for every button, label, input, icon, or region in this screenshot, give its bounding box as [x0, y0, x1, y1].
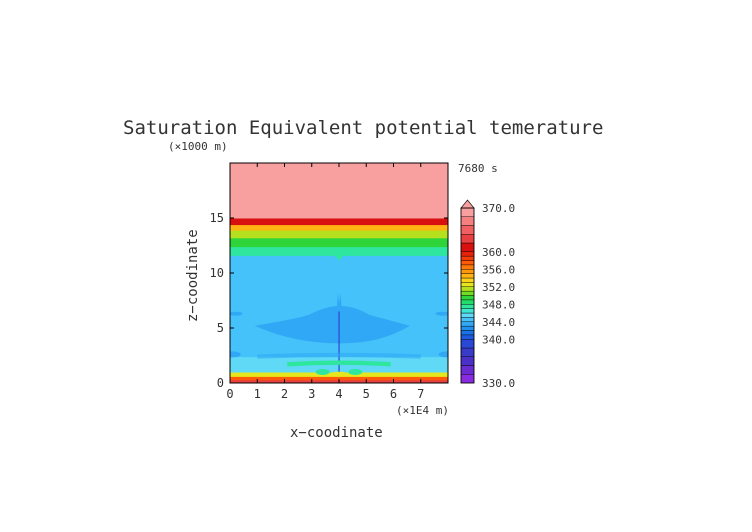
x-tick-label: 7 [417, 387, 424, 401]
colorbar-label: 348.0 [482, 298, 515, 311]
colorbar-swatch [460, 282, 475, 287]
central-plume [336, 292, 342, 309]
heatmap-field [230, 163, 448, 383]
left-blob-upper [230, 311, 243, 316]
colorbar-swatch [460, 356, 475, 366]
colorbar-swatch [460, 374, 475, 384]
y-tick-label: 0 [217, 376, 224, 390]
colorbar-label: 330.0 [482, 377, 515, 390]
colorbar-swatch [460, 260, 475, 266]
colorbar-swatch [460, 251, 475, 257]
y-tick-label: 15 [210, 211, 224, 225]
value-band [230, 218, 448, 226]
x-axis-label: x−coodinate [290, 425, 383, 441]
colorbar-label: 340.0 [482, 333, 515, 346]
right-blob-upper [435, 311, 448, 316]
colorbar-swatch [460, 325, 475, 331]
green-dip [319, 251, 359, 262]
value-band [230, 163, 448, 219]
colorbar-swatch [460, 365, 475, 375]
yellow-green-dip [311, 242, 367, 245]
y-tick-label: 5 [217, 321, 224, 335]
colorbar-swatch [460, 216, 475, 226]
chart-title: Saturation Equivalent potential temeratu… [123, 117, 603, 139]
x-tick-label: 0 [226, 387, 233, 401]
y-tick-label: 10 [210, 266, 224, 280]
colorbar-swatch [460, 277, 475, 283]
green-patch-left [315, 369, 330, 375]
colorbar-swatch [460, 225, 475, 235]
x-tick-label: 1 [254, 387, 261, 401]
colorbar-swatch [460, 339, 475, 349]
x-tick-label: 4 [335, 387, 342, 401]
y-unit-label: (×1000 m) [168, 140, 228, 153]
colorbar-label: 356.0 [482, 263, 515, 276]
colorbar-swatch [460, 234, 475, 244]
colorbar-swatch [460, 295, 475, 301]
time-label: 7680 s [458, 162, 498, 175]
colorbar-swatch [460, 304, 475, 309]
colorbar-swatch [460, 290, 475, 296]
colorbar-frame [460, 207, 475, 384]
y-axis-label: z−coodinate [185, 229, 201, 322]
colorbar-swatch [460, 273, 475, 279]
green-patch-right [348, 369, 363, 375]
central-column [338, 311, 340, 374]
x-axis: 0 1 2 3 4 5 6 7 [226, 163, 424, 401]
colorbar-swatch [460, 255, 475, 261]
colorbar-swatch [460, 286, 475, 292]
colorbar: 370.0 360.0 356.0 352.0 348.0 344.0 340.0 330.0 [460, 199, 515, 390]
colorbar-swatch [460, 242, 475, 252]
colorbar-swatch [460, 347, 475, 357]
x-tick-label: 6 [390, 387, 397, 401]
colorbar-swatch [460, 264, 475, 270]
low-theta-region [254, 306, 410, 344]
colorbar-label: 360.0 [482, 246, 515, 259]
left-blob [230, 351, 241, 358]
colorbar-label: 344.0 [482, 316, 515, 329]
value-band [230, 224, 448, 231]
colorbar-label: 352.0 [482, 281, 515, 294]
colorbar-swatch [460, 299, 475, 305]
colorbar-swatch [460, 321, 475, 327]
colorbar-over-arrow [460, 199, 475, 209]
colorbar-swatch [460, 312, 475, 318]
x-tick-label: 5 [363, 387, 370, 401]
y-axis: 0 5 10 15 [210, 211, 448, 390]
lower-band [257, 352, 421, 359]
colorbar-swatch [460, 269, 475, 274]
colorbar-swatch [460, 207, 475, 217]
x-tick-label: 2 [281, 387, 288, 401]
right-blob [438, 351, 448, 358]
value-band [230, 230, 448, 239]
colorbar-swatch [460, 317, 475, 322]
green-arc [287, 360, 391, 367]
x-unit-label: (×1E4 m) [396, 404, 449, 417]
x-tick-label: 3 [308, 387, 315, 401]
value-band [230, 376, 448, 381]
colorbar-label: 370.0 [482, 202, 515, 215]
colorbar-swatch [460, 334, 475, 340]
yellow-patch [330, 371, 348, 377]
colorbar-swatch [460, 330, 475, 336]
colorbar-swatch [460, 308, 475, 314]
